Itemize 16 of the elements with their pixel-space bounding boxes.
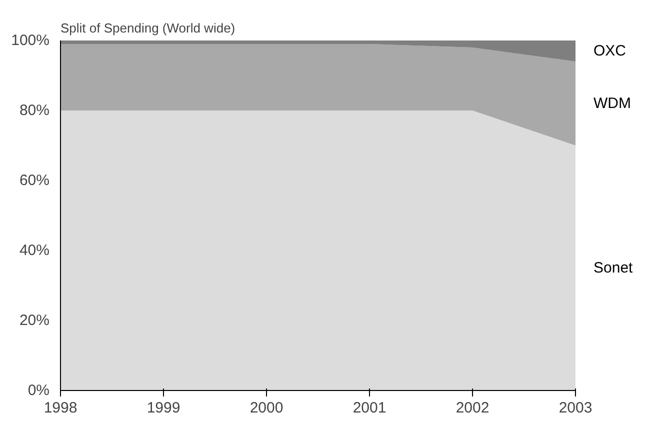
x-tick-label: 1998	[44, 400, 78, 416]
series-label: Sonet	[594, 260, 634, 276]
series-label: WDM	[594, 95, 631, 112]
y-tick-label: 20%	[19, 312, 50, 329]
x-tick-label: 2002	[456, 400, 490, 416]
y-tick-label: 80%	[19, 102, 50, 119]
x-tick-label: 2000	[250, 400, 284, 416]
chart-title: Split of Spending (World wide)	[60, 20, 236, 36]
y-tick-label: 100%	[11, 32, 50, 49]
y-tick-label: 60%	[19, 172, 50, 189]
x-tick-label: 2003	[558, 400, 592, 416]
y-tick-label: 40%	[19, 242, 50, 259]
y-tick-label: 0%	[28, 382, 50, 399]
x-tick-label: 2001	[352, 400, 386, 416]
series-label: OXC	[594, 42, 626, 60]
x-tick-label: 1999	[146, 400, 180, 416]
